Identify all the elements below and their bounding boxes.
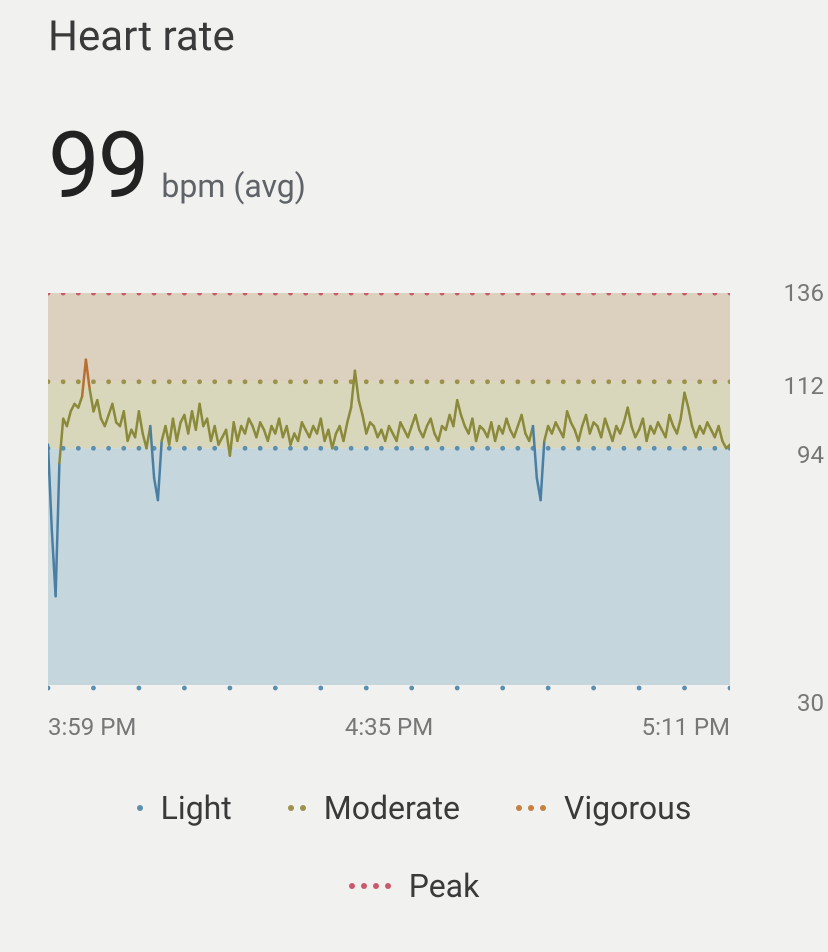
y-tick-label: 94 xyxy=(797,441,824,469)
y-axis-labels: 1361129430 xyxy=(780,293,824,703)
y-tick-label: 136 xyxy=(784,279,824,307)
legend-item-peak: Peak xyxy=(349,867,480,905)
legend-item-vigorous: Vigorous xyxy=(516,789,691,827)
x-tick-label: 5:11 PM xyxy=(642,713,730,741)
x-axis-labels: 3:59 PM 4:35 PM 5:11 PM xyxy=(48,713,730,741)
legend-label: Vigorous xyxy=(564,789,691,827)
zone-light xyxy=(48,448,730,685)
legend-dots-icon xyxy=(137,805,143,811)
heart-rate-chart: 1361129430 xyxy=(48,293,780,703)
x-tick-dots xyxy=(48,686,730,691)
chart-legend: Light Moderate Vigorous Peak xyxy=(48,789,780,905)
legend-dots-icon xyxy=(349,883,391,889)
x-tick-label: 4:35 PM xyxy=(345,713,433,741)
y-tick-label: 30 xyxy=(797,689,824,717)
y-tick-label: 112 xyxy=(784,372,824,400)
heart-rate-card: Heart rate 99 bpm (avg) 1361129430 3:59 … xyxy=(0,0,828,905)
legend-item-light: Light xyxy=(137,789,232,827)
legend-label: Peak xyxy=(409,867,480,905)
legend-dots-icon xyxy=(516,805,546,811)
legend-label: Light xyxy=(161,789,232,827)
legend-label: Moderate xyxy=(324,789,460,827)
legend-item-moderate: Moderate xyxy=(288,789,460,827)
x-tick-label: 3:59 PM xyxy=(48,713,136,741)
chart-canvas xyxy=(48,293,730,693)
hero-stat: 99 bpm (avg) xyxy=(48,121,780,213)
legend-dots-icon xyxy=(288,805,306,811)
hero-unit: bpm (avg) xyxy=(161,167,305,205)
zone-vigorous xyxy=(48,293,730,382)
hero-value: 99 xyxy=(48,121,147,213)
section-title: Heart rate xyxy=(48,12,780,61)
